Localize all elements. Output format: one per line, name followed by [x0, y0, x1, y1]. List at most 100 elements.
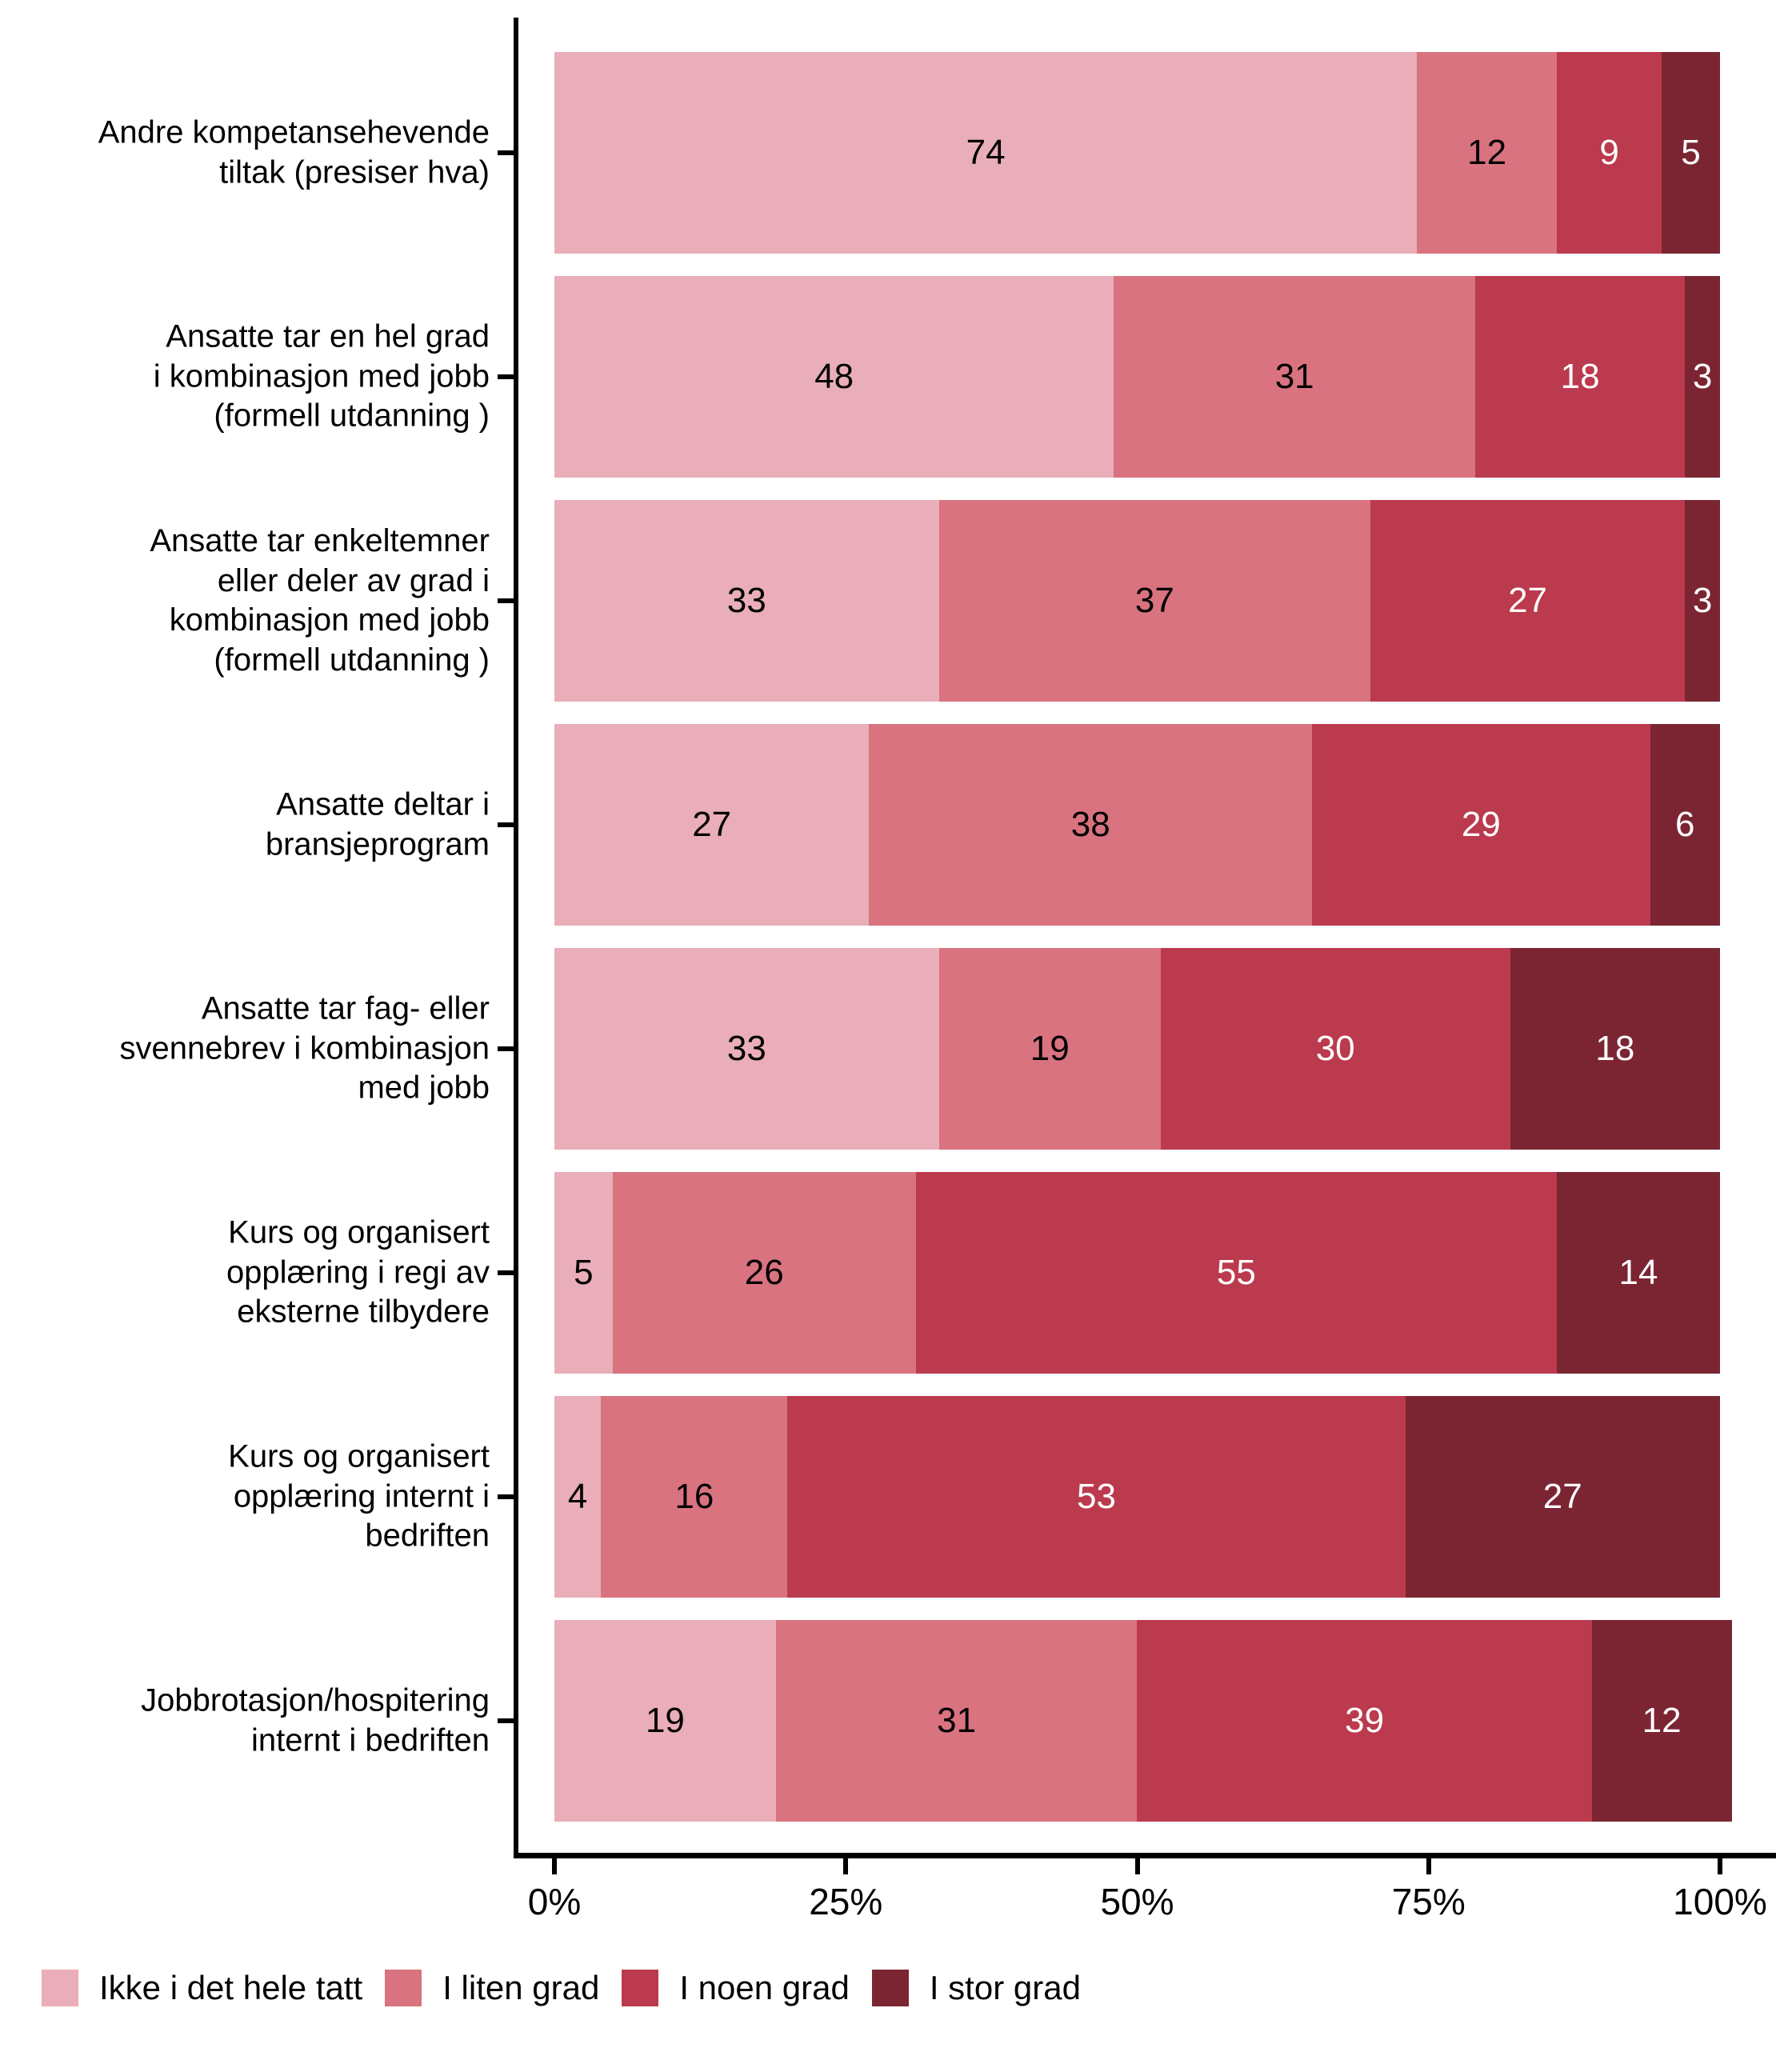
bar-segment: 5	[554, 1172, 613, 1374]
bar-segment: 27	[1405, 1396, 1720, 1598]
bar-value-label: 27	[1508, 581, 1548, 620]
bar-segment: 14	[1557, 1172, 1720, 1374]
bar-value-label: 38	[1070, 805, 1110, 844]
x-axis-tick-label: 50%	[1100, 1881, 1174, 1922]
bar-segment: 27	[1370, 500, 1686, 702]
category-label: Ansatte tar fag- eller svennebrev i komb…	[119, 990, 490, 1106]
bar-value-label: 5	[1681, 133, 1701, 172]
legend-label: Ikke i det hele tatt	[99, 1969, 363, 2006]
bar-segment: 31	[1114, 276, 1476, 478]
bar-segment: 26	[612, 1172, 916, 1374]
bar-value-label: 16	[674, 1477, 714, 1516]
bar-value-label: 3	[1692, 581, 1713, 620]
bar-value-label: 18	[1595, 1029, 1635, 1068]
bar-value-label: 9	[1599, 133, 1619, 172]
x-axis-tick	[843, 1858, 849, 1874]
bar-segment: 4	[554, 1396, 602, 1598]
bar-value-label: 53	[1077, 1477, 1116, 1516]
x-axis-tick-label: 25%	[809, 1881, 883, 1922]
bar-row: 19 31 39 12	[554, 1620, 1732, 1822]
legend-item: I noen grad	[622, 1969, 850, 2007]
y-axis-tick	[498, 598, 514, 603]
bar-value-label: 48	[814, 357, 854, 396]
y-axis-tick	[498, 1270, 514, 1275]
legend-swatch	[42, 1970, 78, 2006]
bar-value-label: 30	[1315, 1029, 1355, 1068]
bar-row: 33 19 30 18	[554, 948, 1720, 1150]
bar-segment: 3	[1685, 500, 1720, 702]
x-axis-tick	[1426, 1858, 1431, 1874]
bar-segment: 38	[869, 724, 1313, 926]
bar-value-label: 74	[966, 133, 1006, 172]
bar-value-label: 12	[1642, 1701, 1682, 1740]
x-axis-tick	[1134, 1858, 1140, 1874]
bar-segment: 37	[938, 500, 1370, 702]
bar-segment: 18	[1510, 948, 1720, 1150]
legend-item: Ikke i det hele tatt	[42, 1969, 362, 2007]
category-label: Andre kompetansehevende tiltak (presiser…	[98, 114, 490, 190]
bar-segment: 12	[1591, 1620, 1732, 1822]
bar-segment: 53	[787, 1396, 1406, 1598]
legend-label: I noen grad	[679, 1969, 850, 2006]
bar-segment: 55	[915, 1172, 1557, 1374]
bar-segment: 3	[1685, 276, 1720, 478]
bar-row: 74 12 9 5	[554, 52, 1720, 254]
bar-segment: 33	[554, 500, 939, 702]
bar-segment: 19	[938, 948, 1161, 1150]
bar-value-label: 18	[1560, 357, 1600, 396]
bar-value-label: 55	[1216, 1253, 1256, 1292]
x-axis-line	[514, 1853, 1776, 1858]
bar-value-label: 4	[567, 1477, 588, 1516]
bar-segment: 5	[1662, 52, 1720, 254]
bar-segment: 9	[1557, 52, 1662, 254]
bar-row: 5 26 55 14	[554, 1172, 1720, 1374]
category-label: Kurs og organisert opplæring internt i b…	[228, 1438, 490, 1554]
legend-label: I stor grad	[929, 1969, 1081, 2006]
bar-segment: 48	[554, 276, 1114, 478]
y-axis-tick	[498, 1046, 514, 1051]
bar-segment: 18	[1475, 276, 1686, 478]
x-axis-tick-label: 75%	[1391, 1881, 1466, 1922]
category-label: Ansatte deltar i bransjeprogram	[265, 786, 490, 862]
legend-swatch	[871, 1970, 909, 2006]
bar-segment: 30	[1160, 948, 1510, 1150]
bar-segment: 31	[775, 1620, 1138, 1822]
bar-segment: 16	[601, 1396, 788, 1598]
y-axis-tick	[498, 1494, 514, 1499]
category-label: Ansatte tar enkeltemner eller deler av g…	[150, 522, 490, 678]
bar-value-label: 26	[744, 1253, 784, 1292]
y-axis-tick	[498, 1718, 514, 1723]
bar-segment: 39	[1137, 1620, 1592, 1822]
category-label: Kurs og organisert opplæring i regi av e…	[226, 1214, 490, 1330]
bar-value-label: 6	[1675, 805, 1695, 844]
bar-value-label: 27	[1542, 1477, 1582, 1516]
bar-value-label: 3	[1692, 357, 1713, 396]
y-axis-tick	[498, 374, 514, 379]
bar-value-label: 12	[1467, 133, 1507, 172]
bar-value-label: 27	[692, 805, 732, 844]
bar-value-label: 14	[1618, 1253, 1658, 1292]
bar-value-label: 31	[937, 1701, 977, 1740]
bar-segment: 12	[1417, 52, 1557, 254]
bar-value-label: 31	[1274, 357, 1314, 396]
bar-value-label: 5	[574, 1253, 594, 1292]
category-label: Jobbrotasjon/hospitering internt i bedri…	[141, 1682, 490, 1758]
legend: Ikke i det hele tatt I liten grad I noen g…	[42, 1969, 1103, 2007]
y-axis-line	[514, 18, 518, 1858]
legend-item: I liten grad	[385, 1969, 599, 2007]
bar-row: 33 37 27 3	[554, 500, 1720, 702]
y-axis-tick	[498, 150, 514, 155]
y-axis-tick	[498, 822, 514, 827]
legend-label: I liten grad	[442, 1969, 600, 2006]
bar-value-label: 37	[1134, 581, 1174, 620]
bar-value-label: 19	[645, 1701, 685, 1740]
legend-swatch	[622, 1970, 659, 2006]
bar-value-label: 33	[726, 1029, 766, 1068]
bar-segment: 27	[554, 724, 870, 926]
bar-row: 48 31 18 3	[554, 276, 1720, 478]
x-axis-tick	[552, 1858, 557, 1874]
bar-segment: 29	[1312, 724, 1650, 926]
bar-value-label: 39	[1345, 1701, 1385, 1740]
bar-value-label: 19	[1030, 1029, 1070, 1068]
bar-segment: 33	[554, 948, 939, 1150]
